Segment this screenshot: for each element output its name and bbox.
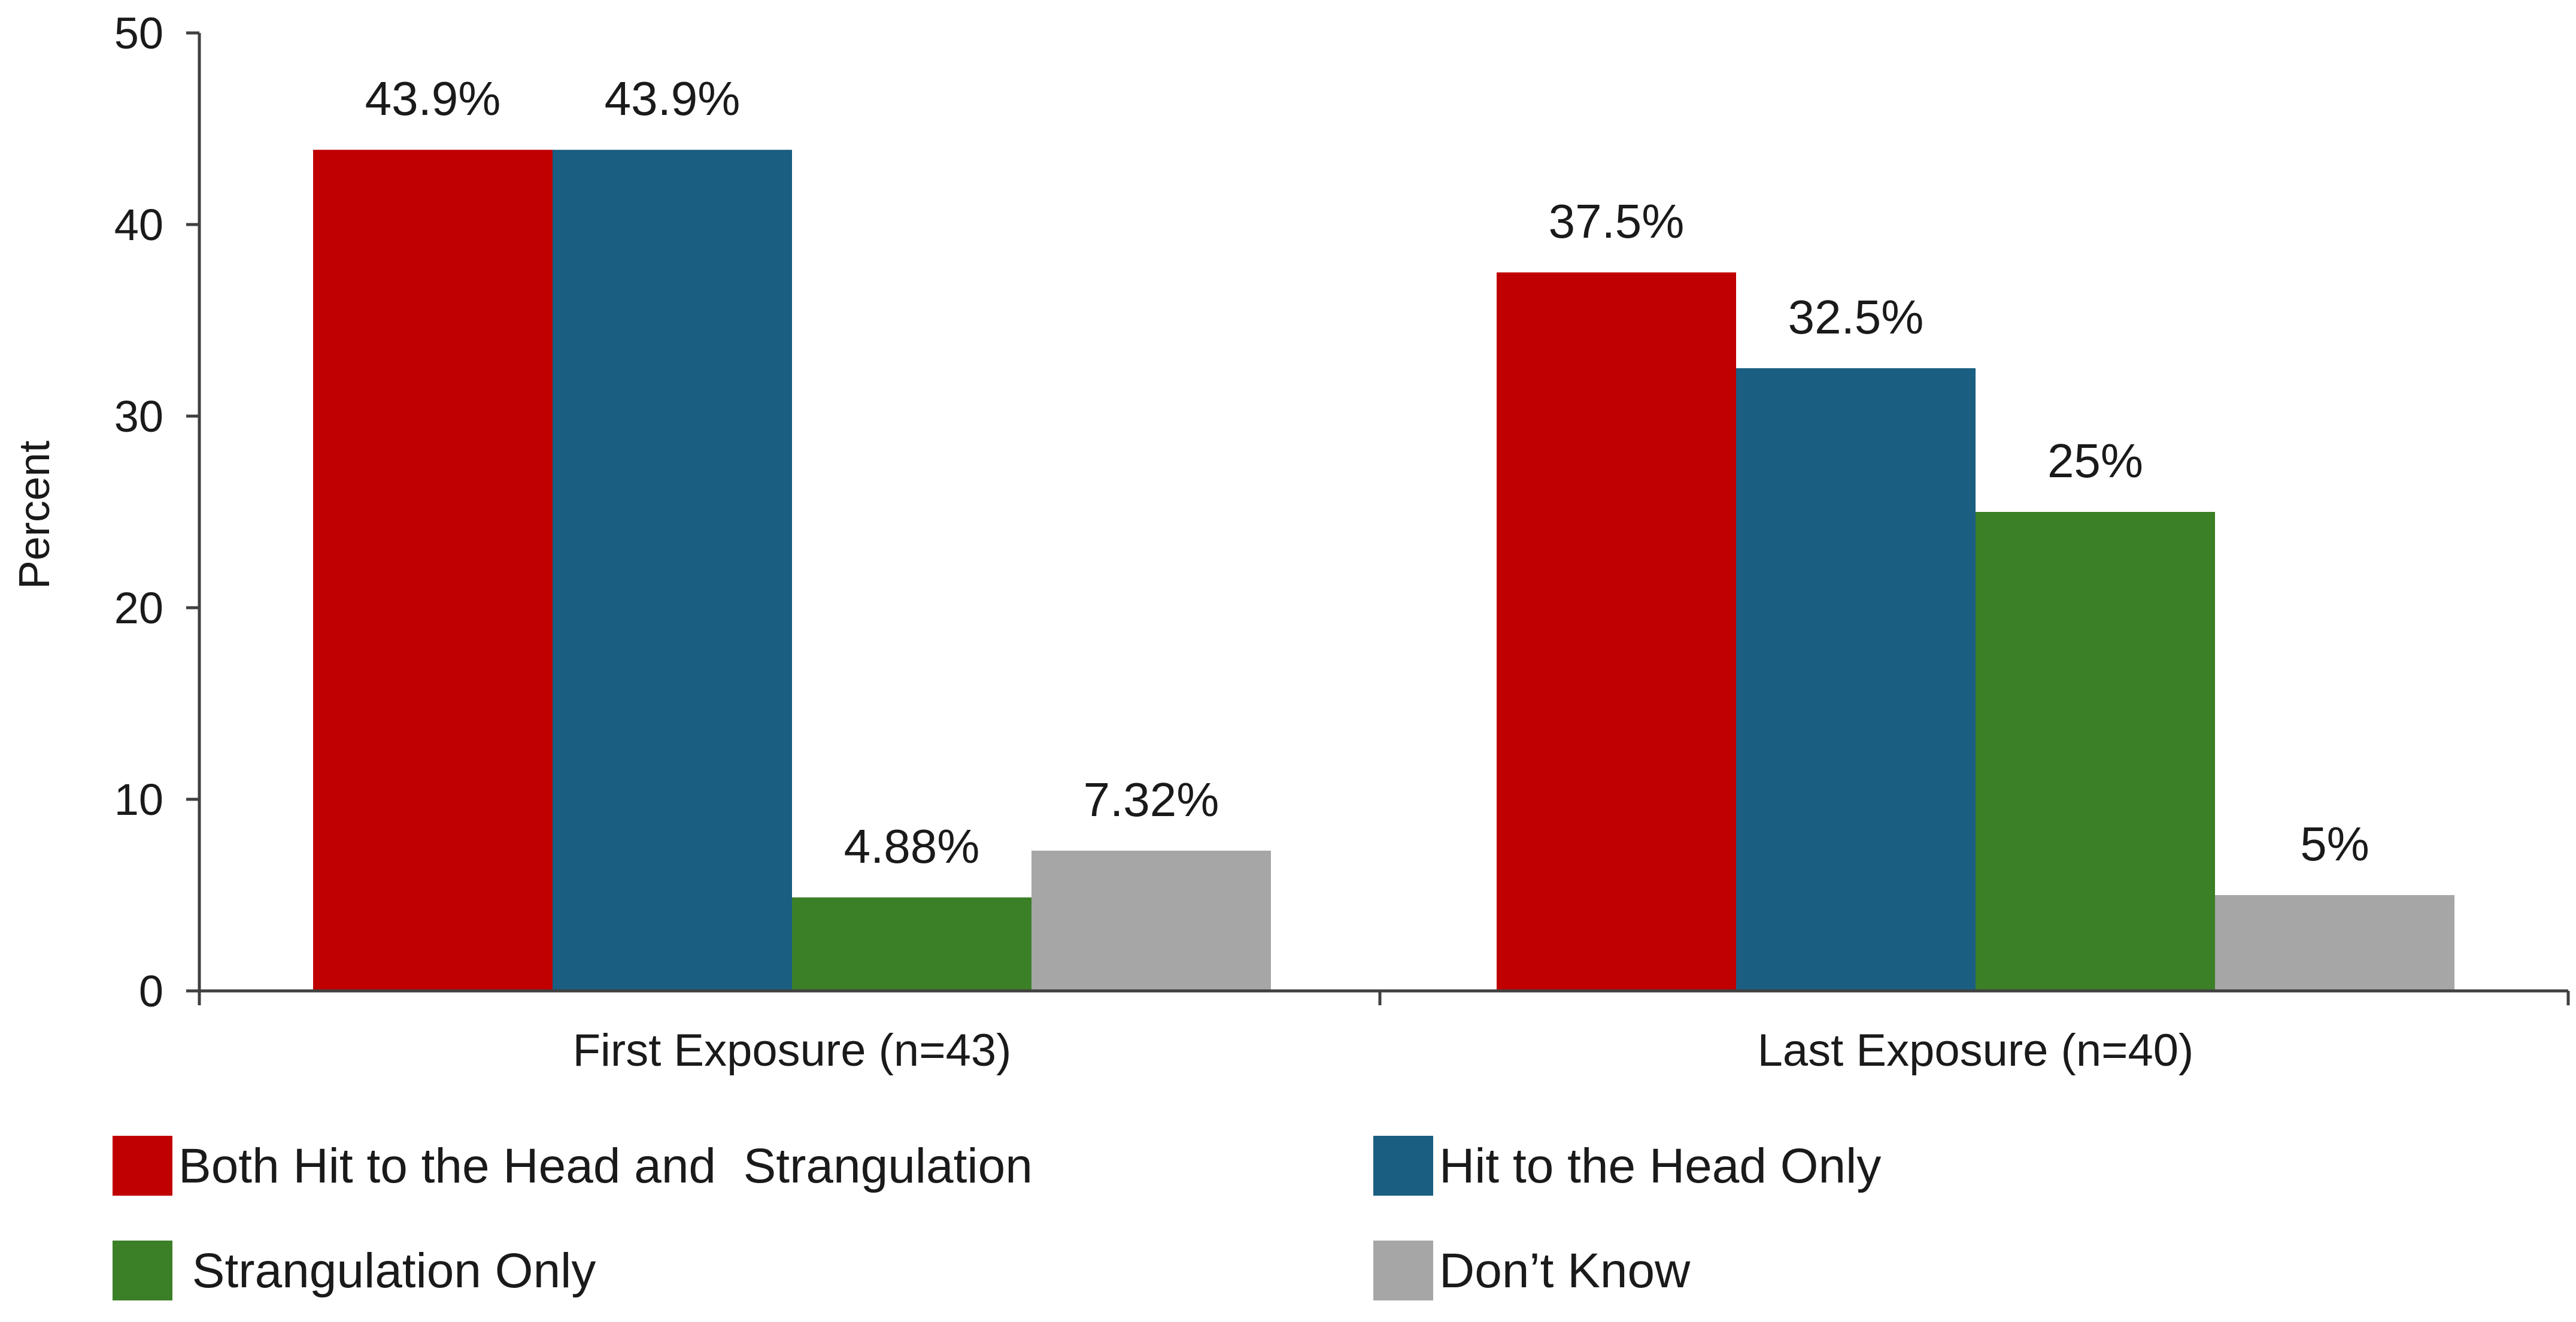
- bar: [1736, 368, 1976, 991]
- bars-layer: [313, 150, 2454, 992]
- legend-label: Don’t Know: [1439, 1244, 1691, 1298]
- data-label: 25%: [2047, 434, 2143, 487]
- x-category-label: First Exposure (n=43): [573, 1025, 1012, 1076]
- y-tick-label: 20: [114, 583, 163, 633]
- data-label: 4.88%: [844, 820, 980, 873]
- legend-label: Both Hit to the Head and Strangulation: [178, 1139, 1033, 1193]
- bar: [792, 897, 1031, 991]
- legend-swatch: [1373, 1136, 1433, 1196]
- data-label: 32.5%: [1788, 290, 1924, 344]
- y-tick-label: 0: [139, 966, 163, 1016]
- data-label: 37.5%: [1549, 195, 1685, 248]
- bar: [2215, 895, 2454, 991]
- data-label: 43.9%: [365, 72, 501, 125]
- y-tick-label: 40: [114, 200, 163, 250]
- bar: [553, 150, 792, 992]
- y-axis-title: Percent: [11, 441, 59, 589]
- y-tick-label: 50: [114, 8, 163, 58]
- legend-swatch: [113, 1136, 172, 1196]
- y-tick-label: 30: [114, 392, 163, 441]
- y-ticks-layer: 0 10 20 30 40 50: [114, 8, 199, 1016]
- legend-swatch: [1373, 1241, 1433, 1300]
- legend: Both Hit to the Head and Strangulation Hi…: [113, 1136, 1881, 1300]
- bar: [313, 150, 553, 992]
- legend-swatch: [113, 1241, 172, 1300]
- x-ticks-layer: First Exposure (n=43) Last Exposure (n=40…: [198, 991, 2570, 1076]
- axes-layer: [198, 33, 2568, 993]
- data-label: 7.32%: [1084, 773, 1219, 826]
- y-tick-label: 10: [114, 775, 163, 824]
- legend-label: Strangulation Only: [178, 1244, 596, 1298]
- bar: [1497, 272, 1736, 991]
- bar: [1031, 850, 1271, 991]
- legend-label: Hit to the Head Only: [1439, 1139, 1881, 1193]
- data-label: 43.9%: [605, 72, 741, 125]
- data-labels-layer: 43.9% 43.9% 4.88% 7.32% 37.5% 32.5% 25% 5%: [365, 72, 2369, 873]
- bar: [1976, 512, 2215, 991]
- x-category-label: Last Exposure (n=40): [1758, 1025, 2194, 1076]
- data-label: 5%: [2300, 817, 2369, 871]
